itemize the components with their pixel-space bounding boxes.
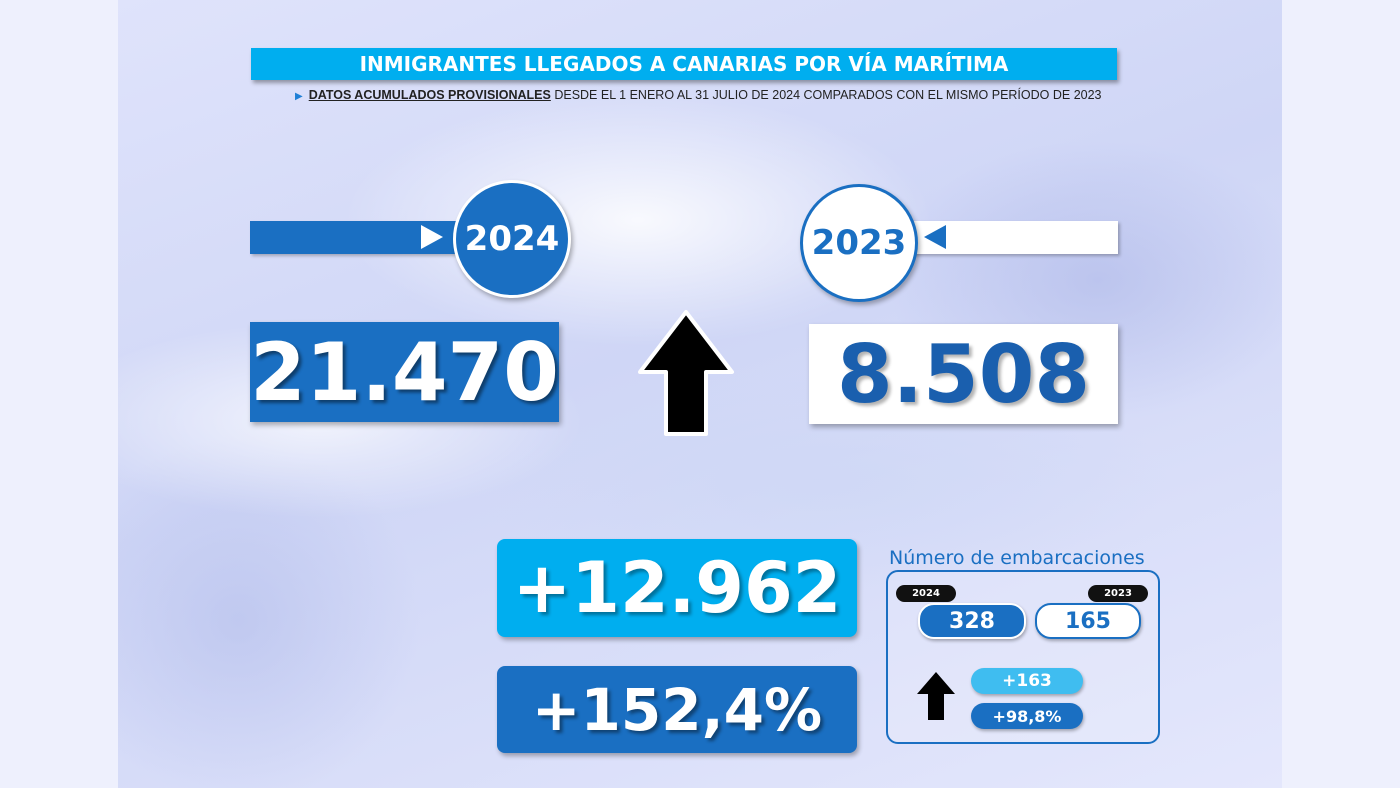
pointer-right-icon (421, 225, 443, 249)
up-arrow-icon (638, 310, 734, 436)
boats-title: Número de embarcaciones (889, 547, 1145, 569)
subtitle-text: DESDE EL 1 ENERO AL 31 JULIO DE 2024 COM… (550, 88, 1102, 102)
year-2024-badge: 2024 (453, 180, 571, 298)
pointer-left-icon (924, 225, 946, 249)
boats-2024-value: 328 (918, 603, 1026, 639)
year-2023-badge: 2023 (800, 184, 918, 302)
subtitle: ▶ DATOS ACUMULADOS PROVISIONALES DESDE EL… (295, 88, 1102, 102)
triangle-bullet-icon: ▶ (295, 91, 303, 102)
boats-2023-value: 165 (1035, 603, 1141, 639)
total-2024-value: 21.470 (250, 322, 559, 422)
subtitle-emphasis: DATOS ACUMULADOS PROVISIONALES (308, 88, 551, 102)
boats-percent-change-value: +98,8% (971, 703, 1083, 729)
boats-year-2024-tag: 2024 (896, 585, 956, 602)
total-2023-value: 8.508 (809, 324, 1118, 424)
difference-value: +12.962 (497, 539, 857, 637)
left-margin (0, 0, 118, 788)
boats-year-2023-tag: 2023 (1088, 585, 1148, 602)
right-margin (1282, 0, 1400, 788)
boats-difference-value: +163 (971, 668, 1083, 694)
page-title: INMIGRANTES LLEGADOS A CANARIAS POR VÍA … (251, 48, 1117, 80)
boats-up-arrow-icon (917, 672, 955, 720)
percent-change-value: +152,4% (497, 666, 857, 753)
